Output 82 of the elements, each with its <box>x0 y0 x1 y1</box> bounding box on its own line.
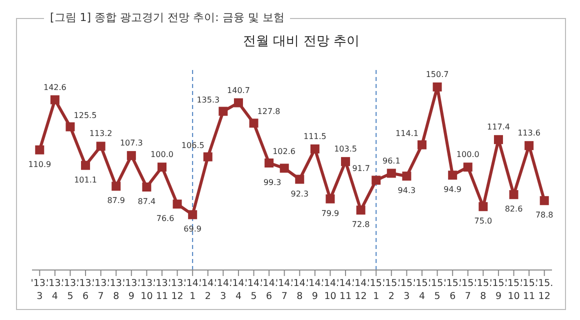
x-tick-label: '15. 11 <box>520 278 538 302</box>
data-label: 127.8 <box>257 107 280 116</box>
data-label: 92.3 <box>290 189 309 198</box>
point <box>249 118 258 128</box>
x-tick-label: '13. 6 <box>76 278 94 302</box>
data-label: 117.4 <box>487 122 510 132</box>
point <box>264 158 274 168</box>
data-label: 106.5 <box>181 140 204 150</box>
point <box>172 200 182 209</box>
data-label: 75.0 <box>474 216 492 226</box>
data-label: 140.7 <box>227 86 250 95</box>
point <box>448 170 458 180</box>
data-label: 100.0 <box>150 150 174 160</box>
data-label: 113.2 <box>89 129 112 138</box>
point <box>494 135 503 144</box>
data-label: 111.5 <box>303 132 326 141</box>
x-tick-label: '15. 9 <box>490 278 508 302</box>
point <box>356 206 366 215</box>
x-tick-label: '14. 1 <box>184 278 202 302</box>
data-label: 142.6 <box>43 82 66 92</box>
chart-subtitle: 전월 대비 전망 추이 <box>243 33 360 50</box>
point <box>295 174 304 184</box>
data-label: 96.1 <box>382 156 400 166</box>
data-label: 150.7 <box>426 70 449 79</box>
point <box>540 196 549 206</box>
data-label: 87.4 <box>138 197 156 206</box>
point <box>432 82 442 92</box>
point <box>524 141 534 150</box>
point <box>386 168 396 178</box>
data-label: 91.7 <box>352 164 370 174</box>
x-tick-label: '14. 4 <box>230 278 248 302</box>
x-tick-label: '13. 8 <box>107 278 125 302</box>
data-label: 102.6 <box>272 146 296 156</box>
data-label: 107.3 <box>120 138 143 148</box>
point <box>463 162 472 172</box>
data-label: 69.9 <box>184 224 202 234</box>
point <box>326 194 335 204</box>
data-label: 113.6 <box>518 128 541 138</box>
data-label: 72.8 <box>352 220 370 230</box>
point <box>218 106 228 116</box>
data-label: 82.6 <box>504 204 523 214</box>
point <box>66 122 75 132</box>
point <box>341 157 350 166</box>
x-tick-label: '14. 6 <box>260 278 278 302</box>
data-label: 78.8 <box>535 210 554 220</box>
point <box>418 140 426 150</box>
point <box>203 152 212 162</box>
data-label: 79.9 <box>321 208 340 218</box>
point <box>280 164 289 173</box>
point <box>234 98 243 108</box>
point <box>310 144 320 154</box>
point <box>188 210 198 220</box>
data-label: 103.5 <box>334 144 357 154</box>
point <box>50 95 60 104</box>
data-label: 100.0 <box>456 150 480 160</box>
data-label: 99.3 <box>263 178 282 188</box>
x-tick-label: '15. 1 <box>367 278 385 302</box>
point <box>158 162 166 172</box>
point <box>402 172 412 181</box>
data-label: 94.3 <box>398 186 416 196</box>
point <box>142 182 152 192</box>
chart-title: [그림 1] 종합 광고경기 전망 추이: 금융 및 보험 <box>44 10 290 25</box>
point <box>112 182 121 191</box>
data-label: 125.5 <box>74 110 97 120</box>
x-tick-label: '14. 11 <box>336 278 354 302</box>
data-label: 110.9 <box>28 160 52 169</box>
data-label: 94.9 <box>444 185 462 194</box>
point <box>509 190 518 200</box>
point <box>96 142 106 151</box>
point <box>372 176 381 185</box>
data-label: 76.6 <box>156 214 174 224</box>
x-tick-label: '15. 6 <box>444 278 462 302</box>
data-label: 135.3 <box>196 95 220 104</box>
x-tick-label: '13. 11 <box>153 278 171 302</box>
data-label: 87.9 <box>107 196 126 206</box>
point <box>35 145 44 154</box>
point <box>81 160 90 170</box>
point <box>478 202 488 212</box>
data-label: 101.1 <box>74 175 97 184</box>
point <box>126 151 136 160</box>
x-tick-label: '15. 4 <box>413 278 431 302</box>
data-label: 114.1 <box>396 128 418 138</box>
